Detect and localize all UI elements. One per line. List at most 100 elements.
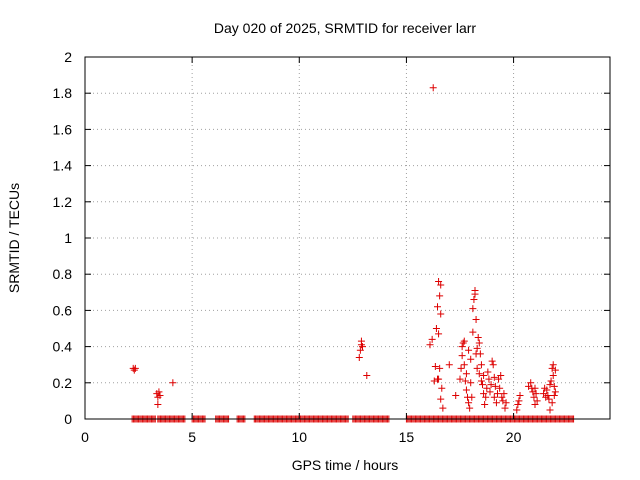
data-point [494, 390, 501, 398]
data-point [546, 381, 554, 389]
data-point [516, 391, 524, 399]
data-point [543, 386, 551, 394]
data-point [489, 361, 497, 369]
data-point [130, 366, 138, 374]
data-point [496, 384, 504, 392]
data-point [481, 401, 489, 409]
data-point [499, 397, 507, 405]
data-point [437, 395, 445, 403]
data-point [459, 339, 467, 347]
data-point [435, 330, 443, 338]
data-point [469, 305, 477, 313]
y-tick-label: 0.6 [53, 302, 73, 318]
data-point [485, 375, 493, 383]
y-tick-label: 1.6 [53, 121, 73, 137]
data-point [434, 303, 441, 311]
data-point [154, 401, 162, 409]
data-point [460, 337, 468, 345]
data-point [356, 346, 364, 354]
data-point [502, 399, 510, 407]
data-point [470, 296, 478, 304]
data-point [497, 372, 505, 380]
data-point [484, 368, 492, 376]
axis-ticks: 00.20.40.60.811.21.41.61.820 5 10 15 20 [53, 49, 610, 445]
data-point [437, 310, 445, 318]
data-point [525, 382, 533, 390]
data-point [531, 401, 539, 409]
data-point [548, 364, 556, 372]
data-point [155, 388, 163, 396]
x-tick-label: 20 [506, 429, 522, 445]
data-points [128, 84, 578, 423]
data-point [438, 384, 446, 392]
data-point [457, 364, 465, 372]
data-point [492, 399, 500, 407]
x-tick-label: 10 [291, 429, 307, 445]
plot-frame [84, 56, 611, 420]
data-point [531, 384, 539, 392]
data-point [527, 379, 535, 387]
data-point [550, 382, 558, 390]
data-point [488, 357, 496, 365]
y-tick-label: 1.2 [53, 194, 73, 210]
data-point [456, 375, 464, 383]
data-point [156, 391, 164, 399]
data-point [548, 399, 556, 407]
data-point [436, 292, 444, 300]
data-point [473, 344, 481, 352]
data-point [469, 328, 477, 336]
data-point [545, 395, 553, 403]
y-tick-label: 1.8 [53, 85, 73, 101]
data-point [546, 406, 554, 414]
data-point [465, 346, 473, 354]
y-tick-label: 1.4 [53, 158, 73, 174]
data-point [462, 370, 470, 378]
data-point [514, 401, 522, 409]
data-point [475, 370, 483, 378]
data-point [533, 397, 541, 405]
data-point [468, 393, 476, 401]
data-point [432, 325, 440, 332]
data-point [458, 352, 466, 360]
x-axis-title: GPS time / hours [292, 457, 399, 473]
data-point [501, 404, 509, 412]
data-point [445, 361, 453, 369]
data-point [473, 364, 481, 372]
data-point [363, 372, 371, 380]
data-point [547, 377, 555, 385]
data-point [491, 382, 499, 390]
data-point [357, 337, 365, 345]
data-point [429, 84, 437, 92]
data-point [483, 384, 491, 392]
x-tick-label: 15 [399, 429, 415, 445]
data-point [458, 343, 466, 351]
data-point [436, 364, 444, 372]
data-point [482, 393, 490, 401]
x-tick-label: 0 [81, 429, 89, 445]
data-point [431, 363, 439, 371]
data-point [437, 281, 445, 289]
x-tick-label: 5 [188, 429, 196, 445]
data-point [530, 393, 538, 401]
data-point [500, 390, 508, 398]
data-point [479, 381, 486, 389]
data-point [355, 353, 363, 361]
y-tick-label: 0.8 [53, 266, 73, 282]
data-point [430, 377, 438, 385]
data-point [472, 315, 480, 323]
data-point [131, 364, 139, 372]
data-point [460, 361, 468, 369]
y-axis-title: SRMTID / TECUs [6, 183, 22, 293]
data-point [439, 404, 447, 412]
data-point [467, 355, 475, 363]
data-point [529, 388, 537, 396]
data-point [426, 341, 434, 349]
data-point [474, 334, 482, 342]
data-point [490, 373, 498, 381]
data-point [487, 381, 495, 389]
data-point [359, 343, 366, 351]
data-point [477, 361, 485, 369]
data-point [452, 391, 460, 399]
grid-lines [85, 57, 610, 419]
